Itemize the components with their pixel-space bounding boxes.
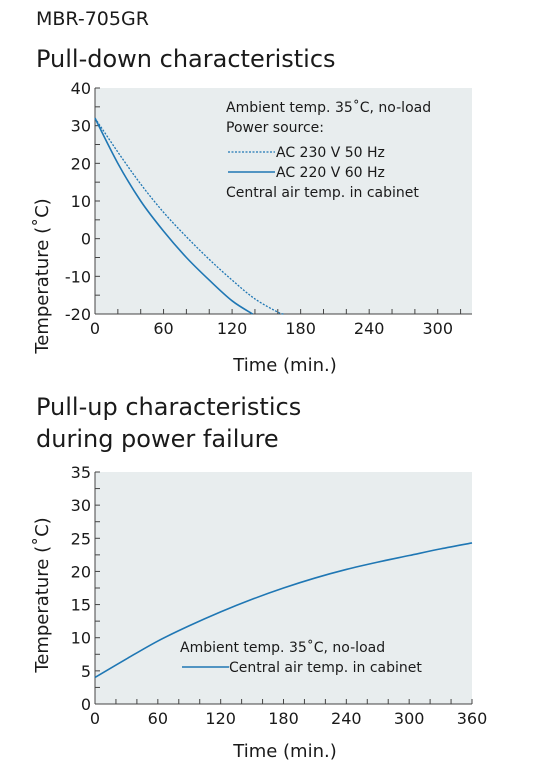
chart2-title-line1: Pull-up characteristics <box>36 393 302 421</box>
legend-label-central-air: Central air temp. in cabinet <box>229 660 422 676</box>
x-tick-label: 180 <box>268 709 299 728</box>
y-tick-label: 0 <box>81 695 91 714</box>
x-tick-label: 60 <box>148 709 168 728</box>
plot-area <box>95 88 472 314</box>
y-tick-label: 35 <box>71 463 91 482</box>
annotation-power-source: Power source: <box>226 120 324 136</box>
y-tick-label: 40 <box>71 79 91 98</box>
legend-label-230v: AC 230 V 50 Hz <box>276 145 385 161</box>
y-tick-label: 10 <box>71 629 91 648</box>
chart1-title: Pull-down characteristics <box>36 45 336 73</box>
y-tick-label: -10 <box>65 267 91 286</box>
model-name: MBR-705GR <box>36 8 149 30</box>
x-tick-label: 120 <box>217 319 248 338</box>
pull-down-chart: -20 -10 0 10 20 30 40 0 60 120 180 240 300 Time (min… <box>32 79 472 376</box>
x-tick-label: 120 <box>205 709 236 728</box>
y-tick-label: 10 <box>71 192 91 211</box>
pull-up-chart: 0 5 10 15 20 25 30 35 0 60 120 180 240 300 360 Time (m… <box>32 463 488 762</box>
series-line-1 <box>94 117 284 315</box>
y-tick-label: 5 <box>81 662 91 681</box>
y-tick-label: 20 <box>71 562 91 581</box>
annotation-ambient: Ambient temp. 35˚C, no-load <box>226 99 431 116</box>
y-axis-label: Temperature (˚C) <box>32 517 53 673</box>
x-tick-label: 60 <box>153 319 173 338</box>
x-axis-label: Time (min.) <box>232 741 336 762</box>
legend-label-220v: AC 220 V 60 Hz <box>276 165 385 181</box>
x-tick-label: 360 <box>457 709 488 728</box>
y-tick-label: 20 <box>71 154 91 173</box>
y-tick-label: 25 <box>71 529 91 548</box>
series-line-2 <box>94 117 254 315</box>
y-tick-label: -20 <box>65 305 91 324</box>
annotation-central-air: Central air temp. in cabinet <box>226 185 419 201</box>
x-tick-label: 0 <box>90 319 100 338</box>
y-tick-label: 30 <box>71 117 91 136</box>
x-axis-label: Time (min.) <box>232 355 336 376</box>
y-tick-label: 30 <box>71 496 91 515</box>
series-line-1 <box>94 542 473 679</box>
y-tick-label: 15 <box>71 596 91 615</box>
y-axis-label: Temperature (˚C) <box>32 198 53 354</box>
annotation-ambient: Ambient temp. 35˚C, no-load <box>180 639 385 656</box>
x-tick-label: 0 <box>90 709 100 728</box>
x-tick-label: 180 <box>285 319 316 338</box>
x-tick-label: 300 <box>422 319 453 338</box>
y-tick-label: 0 <box>81 230 91 249</box>
x-tick-label: 240 <box>331 709 362 728</box>
x-tick-label: 240 <box>354 319 385 338</box>
x-tick-label: 300 <box>394 709 425 728</box>
chart2-title-line2: during power failure <box>36 425 279 453</box>
